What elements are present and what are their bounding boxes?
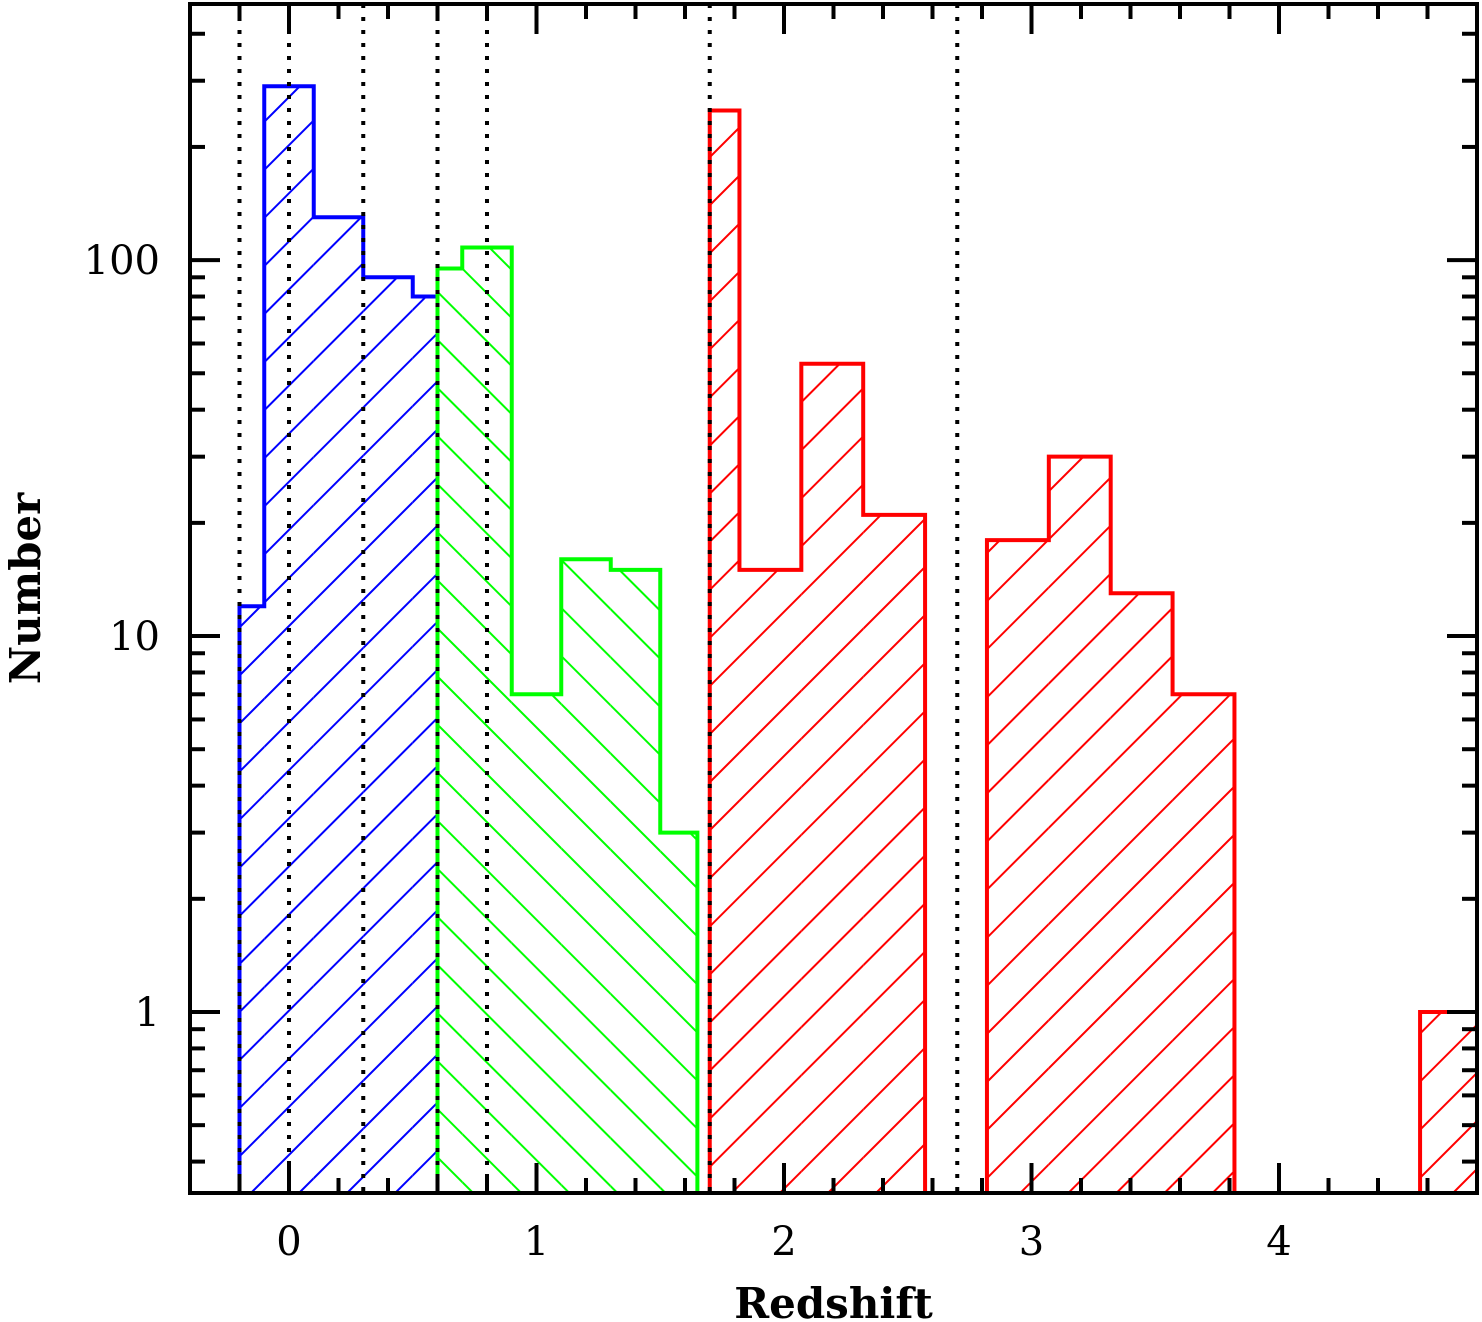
bar-series2-5 (1048, 456, 1111, 1194)
bar-series2-8 (1420, 1011, 1477, 1193)
x-tick-label: 0 (276, 1219, 301, 1265)
bar-series2-4 (986, 540, 1049, 1193)
bar-series0-4 (412, 296, 438, 1193)
series-1 (435, 245, 700, 1193)
bar-series2-1 (739, 569, 802, 1193)
y-tick-label: 1 (135, 990, 160, 1036)
histogram-bars (237, 84, 1479, 1194)
y-tick-label: 100 (84, 238, 160, 284)
bar-series1-2 (511, 694, 562, 1193)
series-0 (237, 84, 440, 1194)
bar-series2-2 (801, 363, 864, 1194)
tick-marks (188, 4, 1479, 1193)
bar-series1-0 (437, 268, 463, 1193)
bar-series0-0 (239, 606, 265, 1193)
bar-series1-4 (610, 569, 661, 1193)
bar-series0-3 (363, 277, 413, 1193)
x-tick-label: 3 (1019, 1219, 1044, 1265)
series-2 (707, 108, 1479, 1194)
y-tick-label: 10 (109, 614, 160, 660)
bar-series2-3 (863, 514, 926, 1193)
x-tick-label: 2 (771, 1219, 796, 1265)
bar-series1-3 (561, 559, 611, 1193)
x-tick-label: 1 (524, 1219, 549, 1265)
series-2-outline-0 (707, 108, 928, 1193)
x-tick-label: 4 (1266, 1219, 1291, 1265)
bar-series0-2 (313, 217, 364, 1193)
bar-series2-0 (709, 110, 740, 1194)
bar-series2-6 (1110, 593, 1173, 1193)
y-axis-label: Number (1, 492, 50, 684)
series-2-outline-1 (984, 454, 1237, 1193)
tick-labels: 0 1 2 3 4 1 10 100 (84, 238, 1292, 1265)
series-1-outline-0 (435, 245, 700, 1193)
bar-series2-7 (1172, 694, 1235, 1193)
series-0-outline-0 (237, 84, 440, 1193)
bar-series1-5 (660, 832, 698, 1193)
x-axis-label: Redshift (734, 1279, 933, 1322)
reference-lines (237, 4, 960, 1193)
